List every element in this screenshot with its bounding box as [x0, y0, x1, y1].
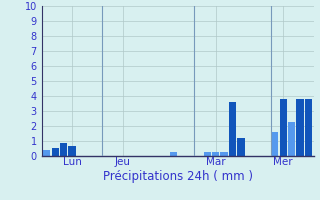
Bar	[60, 142, 67, 156]
Bar	[43, 150, 50, 156]
X-axis label: Précipitations 24h ( mm ): Précipitations 24h ( mm )	[103, 170, 252, 183]
Bar	[305, 99, 312, 156]
Bar	[297, 99, 304, 156]
Bar	[229, 102, 236, 156]
Bar	[280, 99, 287, 156]
Bar	[271, 132, 278, 156]
Bar	[204, 152, 211, 156]
Bar	[68, 146, 76, 156]
Bar	[220, 152, 228, 156]
Bar	[237, 138, 244, 156]
Bar	[212, 152, 219, 156]
Bar	[170, 152, 177, 156]
Bar	[288, 121, 295, 156]
Bar	[52, 148, 59, 156]
